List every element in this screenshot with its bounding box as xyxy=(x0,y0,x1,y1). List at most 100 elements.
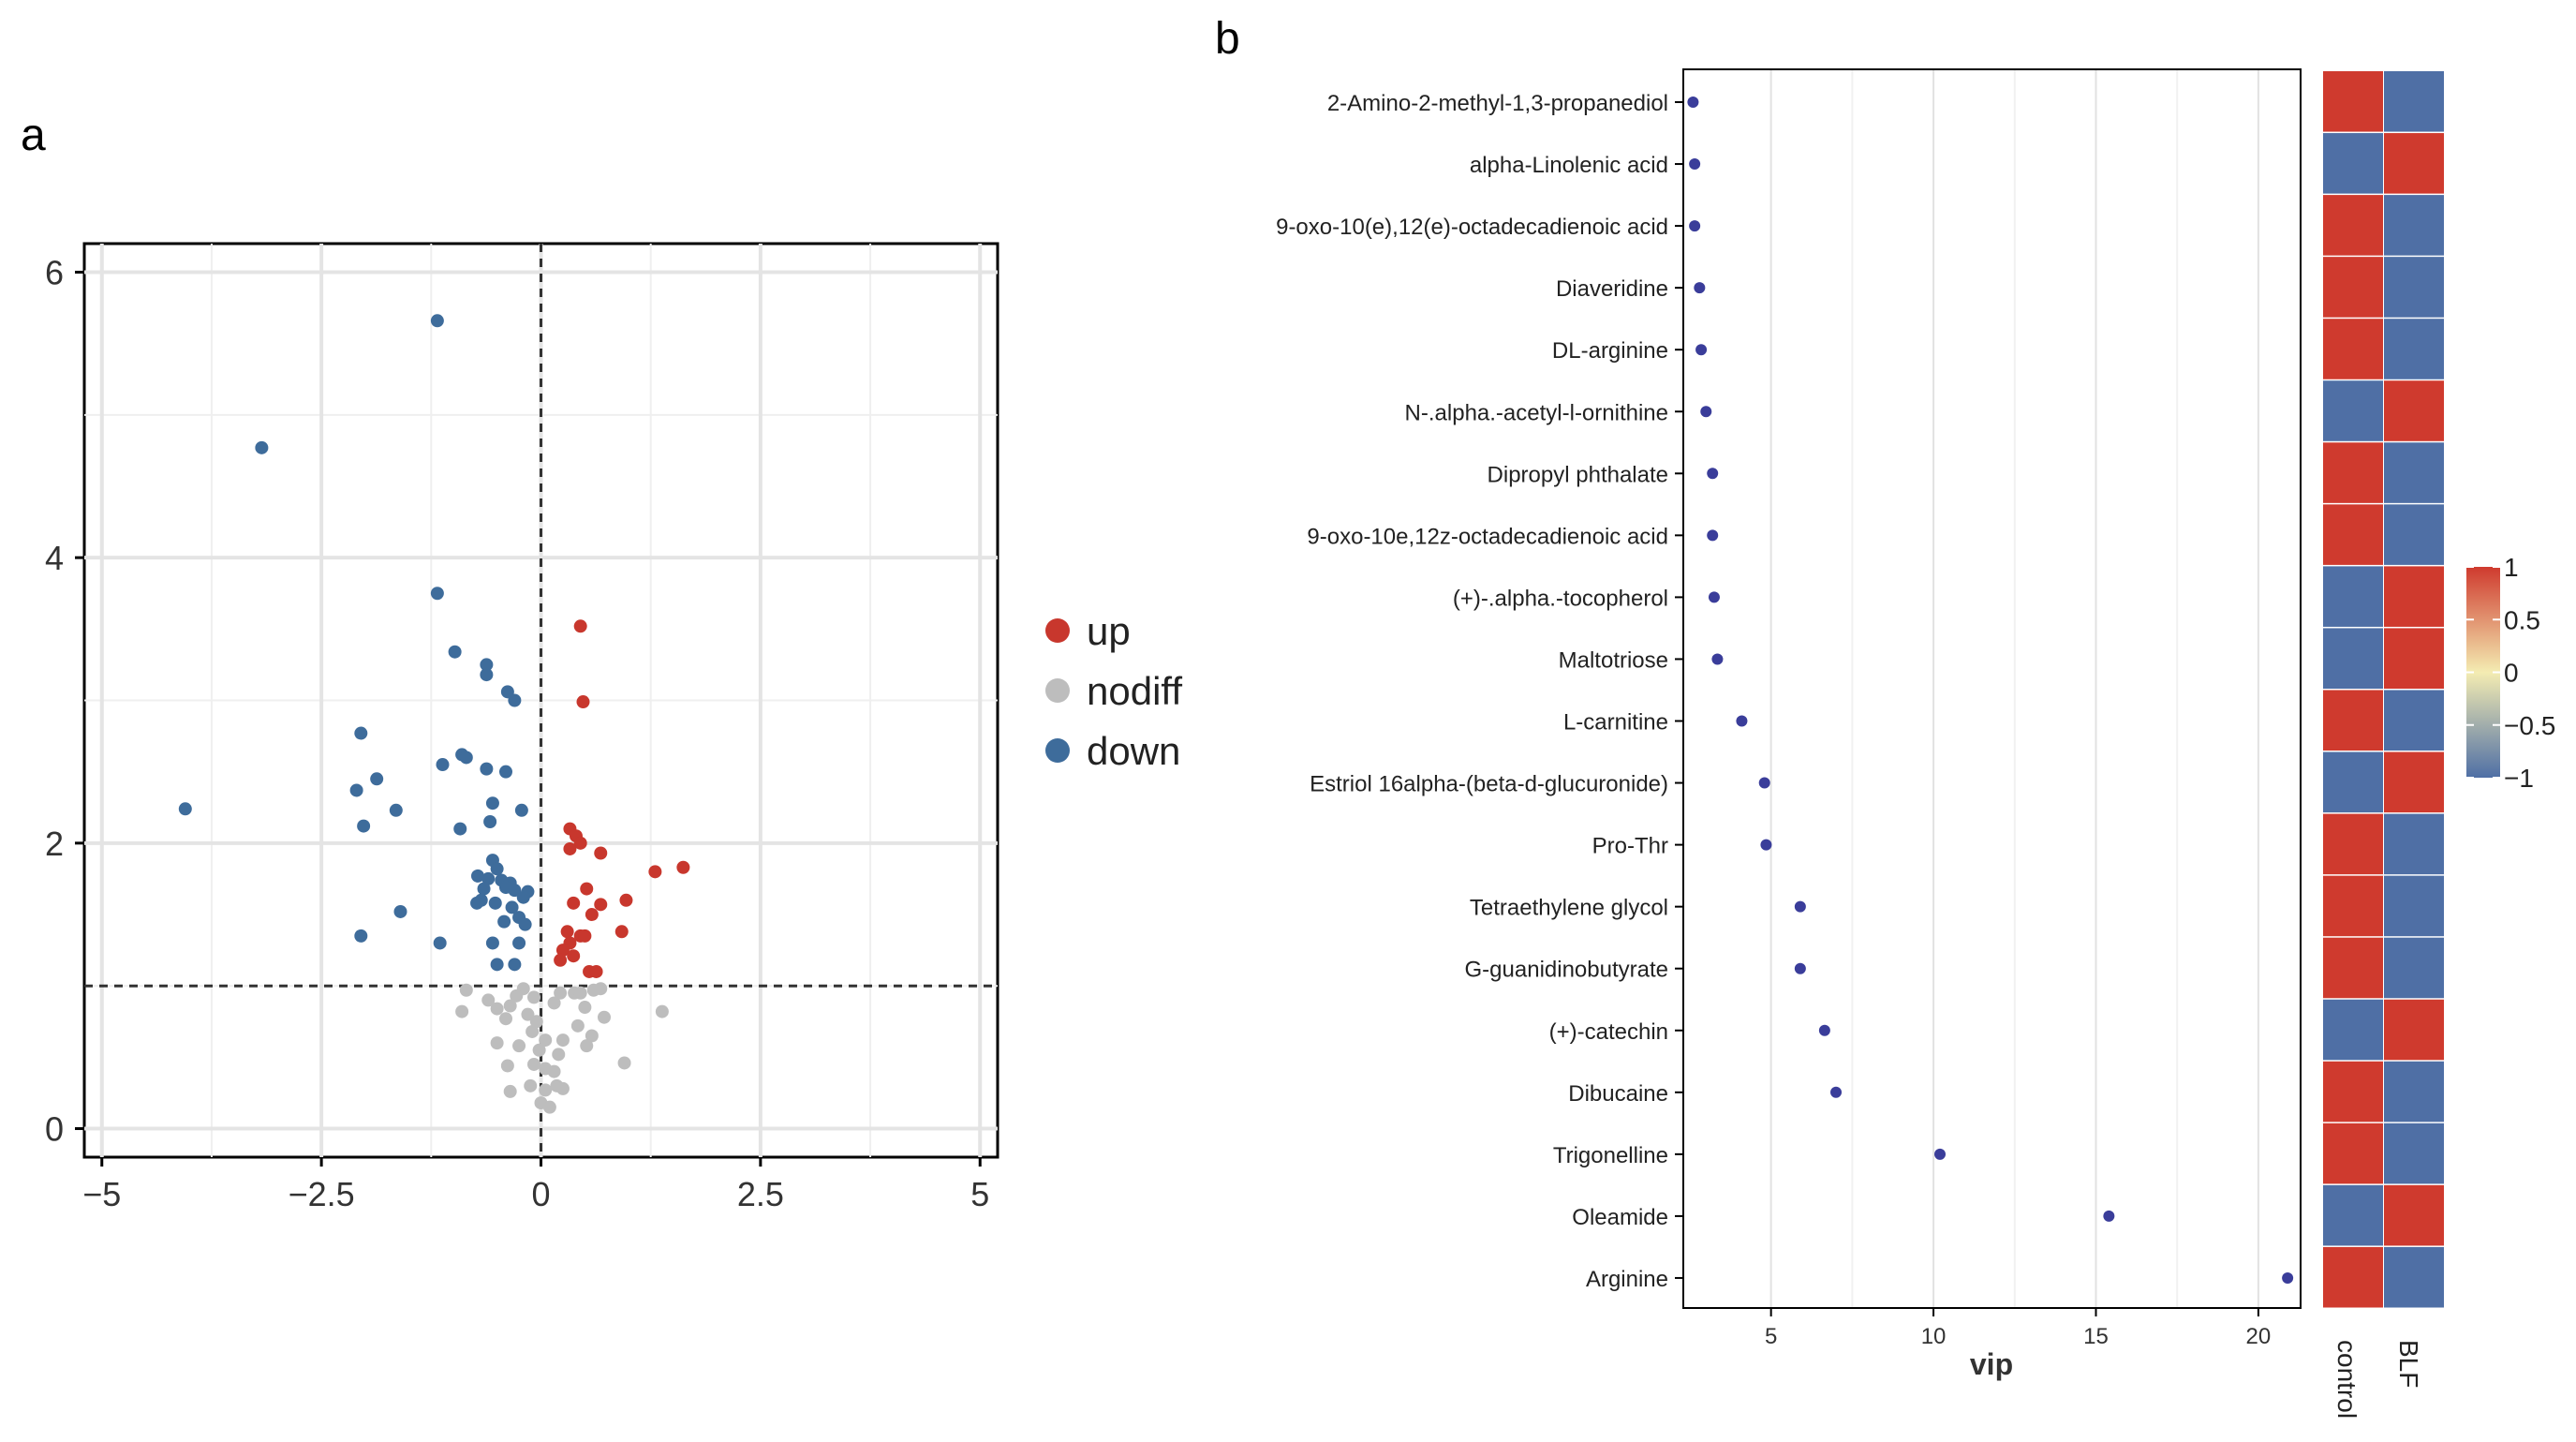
volcano-point-nodiff xyxy=(459,983,473,997)
vip-gridlines xyxy=(1769,70,2259,1307)
heatmap-cell xyxy=(2323,999,2383,1061)
heatmap-cell xyxy=(2384,813,2444,875)
heatmap-cell xyxy=(2384,442,2444,503)
colorbar-tick-label: −0.5 xyxy=(2504,711,2555,740)
heatmap-cell xyxy=(2323,751,2383,813)
vip-metabolite-label: L-carnitine xyxy=(1563,710,1668,736)
volcano-point-nodiff xyxy=(542,1100,556,1114)
heatmap-cell xyxy=(2384,566,2444,627)
vip-point xyxy=(1707,468,1719,480)
vip-point xyxy=(2282,1271,2294,1284)
volcano-point-down xyxy=(433,936,447,950)
volcano-point-down xyxy=(430,314,444,328)
volcano-point-down xyxy=(357,819,371,833)
volcano-point-nodiff xyxy=(499,1012,512,1026)
volcano-point-down xyxy=(481,871,496,885)
vip-point xyxy=(1708,591,1720,603)
volcano-point-up xyxy=(676,860,690,874)
volcano-point-up xyxy=(563,841,577,855)
heatmap-column-labels: control BLF xyxy=(2332,1340,2423,1419)
heatmap-cell xyxy=(2323,566,2383,627)
volcano-y-axis: 0 2 4 6 xyxy=(45,253,84,1149)
volcano-point-nodiff xyxy=(655,1004,669,1018)
vip-point xyxy=(1687,97,1699,108)
volcano-point-down xyxy=(512,936,526,950)
volcano-point-up xyxy=(578,929,592,943)
heatmap-cells xyxy=(2323,71,2444,1308)
vip-metabolite-label: Diaveridine xyxy=(1556,276,1668,302)
volcano-point-up xyxy=(589,964,603,978)
heatmap-cell xyxy=(2323,875,2383,937)
vip-plot-frame xyxy=(1682,68,2302,1309)
volcano-point-up xyxy=(554,953,568,967)
heatmap-cell xyxy=(2323,690,2383,751)
vip-dot-plot: 2-Amino-2-methyl-1,3-propanediol alpha-Li… xyxy=(1276,68,2302,1381)
volcano-point-nodiff xyxy=(598,1010,611,1024)
volcano-point-nodiff xyxy=(512,1039,526,1053)
heatmap-cell xyxy=(2384,133,2444,194)
volcano-point-down xyxy=(488,896,502,910)
vip-x-axis: 5 10 15 20 xyxy=(1765,1308,2271,1349)
colorbar: 1 0.5 0 −0.5 −1 xyxy=(2466,553,2555,793)
volcano-point-nodiff xyxy=(527,1057,540,1071)
vip-point xyxy=(1695,344,1708,356)
vip-metabolite-labels: 2-Amino-2-methyl-1,3-propanediol alpha-Li… xyxy=(1276,91,1683,1292)
volcano-point-down xyxy=(453,822,467,836)
volcano-x-tick-label: 5 xyxy=(970,1175,989,1213)
volcano-point-nodiff xyxy=(552,1048,566,1062)
volcano-point-down xyxy=(499,765,512,779)
vip-point xyxy=(1794,900,1806,913)
heatmap-cell xyxy=(2384,71,2444,132)
vip-metabolite-label: Oleamide xyxy=(1572,1205,1668,1230)
heatmap-cell xyxy=(2384,690,2444,751)
volcano-point-nodiff xyxy=(455,1004,469,1018)
volcano-point-down xyxy=(490,958,504,972)
legend-up-label: up xyxy=(1087,609,1131,653)
legend-up-marker xyxy=(1045,618,1070,643)
volcano-point-nodiff xyxy=(617,1056,631,1070)
vip-point xyxy=(1934,1148,1947,1160)
heatmap-cell xyxy=(2384,628,2444,689)
heatmap-cell xyxy=(2323,1122,2383,1184)
volcano-points xyxy=(178,314,690,1114)
volcano-point-down xyxy=(518,917,532,931)
vip-metabolite-label: G-guanidinobutyrate xyxy=(1465,958,1668,983)
panel-a-label: a xyxy=(21,111,46,160)
volcano-point-nodiff xyxy=(524,1078,538,1093)
volcano-point-down xyxy=(459,751,473,765)
volcano-point-nodiff xyxy=(555,1081,570,1095)
vip-point xyxy=(1830,1086,1843,1098)
heatmap: control BLF 1 0.5 0 −0.5 −1 xyxy=(2323,71,2555,1419)
vip-point xyxy=(1689,220,1701,232)
volcano-point-up xyxy=(576,695,590,709)
volcano-point-nodiff xyxy=(521,1007,535,1021)
volcano-point-down xyxy=(178,802,192,816)
volcano-point-nodiff xyxy=(547,996,561,1010)
volcano-threshold-lines xyxy=(84,244,998,1157)
heatmap-cell xyxy=(2384,937,2444,999)
heatmap-cell xyxy=(2384,504,2444,565)
volcano-point-up xyxy=(594,898,608,912)
volcano-x-axis: −5 −2.5 0 2.5 5 xyxy=(82,1157,989,1213)
volcano-x-tick-label: 2.5 xyxy=(737,1175,784,1213)
vip-x-tick-label: 20 xyxy=(2246,1324,2272,1349)
volcano-point-nodiff xyxy=(490,1036,504,1050)
volcano-point-up xyxy=(573,836,587,850)
volcano-point-down xyxy=(349,783,363,797)
heatmap-cell xyxy=(2323,628,2383,689)
volcano-point-up xyxy=(614,925,629,939)
volcano-point-nodiff xyxy=(481,993,496,1007)
heatmap-cell xyxy=(2384,751,2444,813)
heatmap-col-label-control: control xyxy=(2332,1340,2361,1419)
volcano-point-down xyxy=(430,587,444,601)
heatmap-cell xyxy=(2384,195,2444,256)
volcano-point-down xyxy=(480,658,494,672)
heatmap-cell xyxy=(2384,1122,2444,1184)
volcano-point-down xyxy=(255,440,269,454)
volcano-point-nodiff xyxy=(594,982,608,996)
volcano-point-nodiff xyxy=(555,1033,570,1048)
volcano-point-nodiff xyxy=(570,1018,585,1033)
volcano-point-down xyxy=(471,869,484,883)
colorbar-tick-label: 0 xyxy=(2504,659,2519,688)
volcano-point-nodiff xyxy=(578,1001,592,1015)
